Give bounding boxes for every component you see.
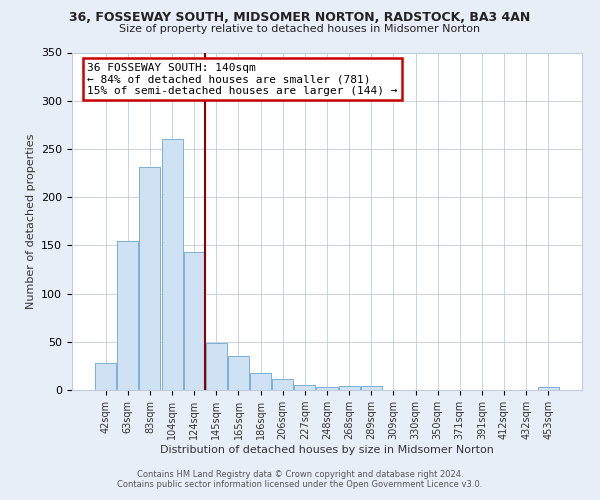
Bar bbox=[272, 380, 293, 390]
Bar bbox=[184, 252, 205, 390]
X-axis label: Distribution of detached houses by size in Midsomer Norton: Distribution of detached houses by size … bbox=[160, 445, 494, 455]
Bar bbox=[118, 240, 139, 390]
Bar bbox=[361, 386, 382, 390]
Text: Size of property relative to detached houses in Midsomer Norton: Size of property relative to detached ho… bbox=[119, 24, 481, 34]
Bar bbox=[538, 387, 559, 390]
Bar bbox=[206, 343, 227, 390]
Y-axis label: Number of detached properties: Number of detached properties bbox=[26, 134, 35, 309]
Bar bbox=[338, 386, 359, 390]
Bar bbox=[295, 385, 316, 390]
Bar bbox=[250, 372, 271, 390]
Bar bbox=[228, 356, 249, 390]
Text: Contains HM Land Registry data © Crown copyright and database right 2024.
Contai: Contains HM Land Registry data © Crown c… bbox=[118, 470, 482, 489]
Bar bbox=[139, 167, 160, 390]
Bar bbox=[316, 387, 338, 390]
Bar bbox=[95, 363, 116, 390]
Bar bbox=[161, 140, 182, 390]
Text: 36 FOSSEWAY SOUTH: 140sqm
← 84% of detached houses are smaller (781)
15% of semi: 36 FOSSEWAY SOUTH: 140sqm ← 84% of detac… bbox=[88, 62, 398, 96]
Text: 36, FOSSEWAY SOUTH, MIDSOMER NORTON, RADSTOCK, BA3 4AN: 36, FOSSEWAY SOUTH, MIDSOMER NORTON, RAD… bbox=[70, 11, 530, 24]
